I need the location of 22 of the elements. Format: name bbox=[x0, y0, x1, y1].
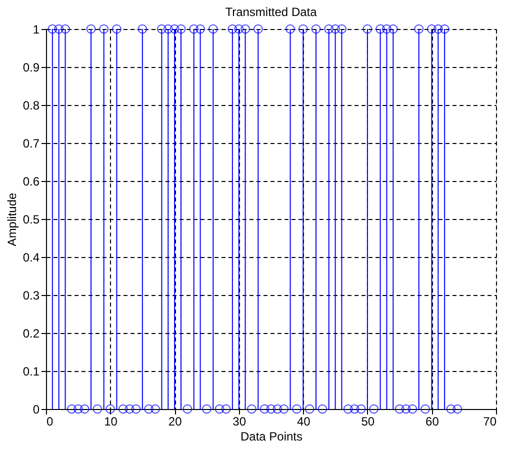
y-tick-label: 1 bbox=[32, 22, 40, 36]
x-tick-label: 60 bbox=[426, 414, 440, 428]
x-axis-title: Data Points bbox=[240, 430, 303, 444]
y-axis-title: Amplitude bbox=[4, 192, 19, 246]
y-tick-label: 0.8 bbox=[22, 98, 40, 112]
x-tick-label: 0 bbox=[46, 414, 54, 428]
y-tick-label: 0.4 bbox=[22, 250, 40, 264]
y-tick-label: 0.7 bbox=[22, 136, 40, 150]
chart-title: Transmitted Data bbox=[225, 4, 318, 19]
x-tick-label: 10 bbox=[104, 414, 118, 428]
x-tick-label: 40 bbox=[296, 414, 311, 428]
y-tick-label: 0.9 bbox=[22, 60, 40, 74]
x-tick-label: 30 bbox=[232, 414, 246, 428]
y-tick-label: 0.1 bbox=[22, 364, 40, 378]
y-tick-label: 0.2 bbox=[22, 326, 40, 340]
y-tick-label: 0 bbox=[32, 402, 40, 416]
y-tick-label: 0.3 bbox=[22, 288, 40, 302]
x-tick-label: 70 bbox=[483, 414, 497, 428]
y-tick-label: 0.6 bbox=[22, 174, 40, 188]
y-tick-label: 0.5 bbox=[22, 212, 40, 226]
x-tick-label: 50 bbox=[361, 414, 375, 428]
x-tick-label: 20 bbox=[168, 414, 182, 428]
